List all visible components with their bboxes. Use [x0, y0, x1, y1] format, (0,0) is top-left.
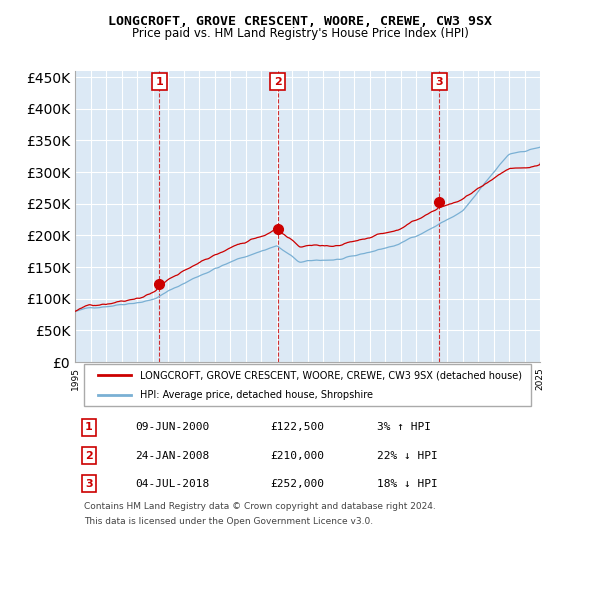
Text: 2: 2	[274, 77, 281, 87]
Text: 3: 3	[85, 479, 93, 489]
Text: 09-JUN-2000: 09-JUN-2000	[136, 422, 210, 432]
Text: 1: 1	[85, 422, 93, 432]
Text: 2: 2	[85, 451, 93, 461]
Text: 3: 3	[436, 77, 443, 87]
Text: £210,000: £210,000	[270, 451, 324, 461]
Text: 3% ↑ HPI: 3% ↑ HPI	[377, 422, 431, 432]
Text: £122,500: £122,500	[270, 422, 324, 432]
Text: This data is licensed under the Open Government Licence v3.0.: This data is licensed under the Open Gov…	[84, 517, 373, 526]
Text: HPI: Average price, detached house, Shropshire: HPI: Average price, detached house, Shro…	[140, 389, 373, 399]
Text: Contains HM Land Registry data © Crown copyright and database right 2024.: Contains HM Land Registry data © Crown c…	[84, 502, 436, 511]
Text: 24-JAN-2008: 24-JAN-2008	[136, 451, 210, 461]
Text: LONGCROFT, GROVE CRESCENT, WOORE, CREWE, CW3 9SX (detached house): LONGCROFT, GROVE CRESCENT, WOORE, CREWE,…	[140, 370, 522, 380]
Text: £252,000: £252,000	[270, 479, 324, 489]
Text: 04-JUL-2018: 04-JUL-2018	[136, 479, 210, 489]
Text: 22% ↓ HPI: 22% ↓ HPI	[377, 451, 438, 461]
FancyBboxPatch shape	[84, 365, 531, 407]
Text: Price paid vs. HM Land Registry's House Price Index (HPI): Price paid vs. HM Land Registry's House …	[131, 27, 469, 40]
Text: LONGCROFT, GROVE CRESCENT, WOORE, CREWE, CW3 9SX: LONGCROFT, GROVE CRESCENT, WOORE, CREWE,…	[108, 15, 492, 28]
Text: 1: 1	[155, 77, 163, 87]
Text: 18% ↓ HPI: 18% ↓ HPI	[377, 479, 438, 489]
